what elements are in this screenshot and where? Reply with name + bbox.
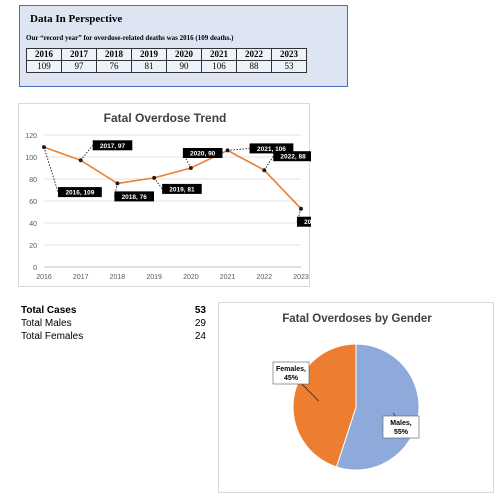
data-in-perspective-panel: Data In Perspective Our “record year” fo… [19,5,348,87]
table-cell: 97 [61,60,97,73]
label-leader [43,146,59,193]
label-leader [153,177,163,190]
y-tick-label: 40 [29,221,37,228]
gender-pie-svg: Fatal Overdoses by Gender Males, 55% Female… [272,313,432,471]
trend-chart-svg: Fatal Overdose Trend 0 20 40 60 80 100 120 2016 2… [25,111,311,281]
total-value: 53 [194,305,206,316]
table-cell: 109 [26,60,62,73]
data-label-box [272,361,310,385]
totals-list: Total Cases 53 Total Males 29 Total Females 2… [21,304,206,343]
x-tick-label: 2019 [146,274,162,281]
total-label: Total Females [21,331,84,342]
table-header-cell: 2017 [61,48,97,61]
data-label: 2016, 109 [65,190,94,197]
label-leader [227,148,250,151]
data-label: 2019, 81 [169,186,195,193]
total-value: 29 [194,318,206,329]
table-header-cell: 2019 [131,48,167,61]
data-label: 2023, 53 [304,219,311,226]
data-label-box [92,140,133,151]
perspective-title: Data In Perspective [30,13,123,25]
y-tick-label: 120 [25,133,37,140]
data-label-box [162,183,202,194]
y-tick-label: 100 [25,155,37,162]
fatal-overdoses-by-gender-chart: Fatal Overdoses by Gender Males, 55% Female… [218,302,494,493]
x-tick-label: 2016 [36,274,52,281]
y-tick-label: 80 [29,177,37,184]
table-header-cell: 2018 [96,48,132,61]
total-row: Total Females 24 [21,330,206,343]
data-label-box [273,151,311,162]
data-label-box [249,143,294,154]
x-tick-label: 2022 [256,274,272,281]
data-label: 2022, 88 [280,154,306,161]
label-leader [80,145,94,161]
table-row: 109 97 76 81 90 106 88 53 [26,60,307,73]
table-cell: 53 [271,60,307,73]
data-label-box [58,187,102,198]
table-header-cell: 2022 [236,48,272,61]
data-label: Males, 55% [390,420,411,436]
x-tick-label: 2018 [110,274,126,281]
fatal-overdose-trend-chart: Fatal Overdose Trend 0 20 40 60 80 100 120 2016 2… [18,103,311,287]
x-tick-label: 2021 [220,274,236,281]
data-label-box [297,216,311,227]
table-cell: 81 [131,60,167,73]
series-line [43,146,302,210]
table-header-row: 2016 2017 2018 2019 2020 2021 2022 2023 [26,48,307,61]
data-label: Females, 45% [276,366,306,382]
y-tick-label: 20 [29,243,37,250]
y-tick-label: 60 [29,199,37,206]
chart-title: Fatal Overdose Trend [104,111,227,125]
data-label-box [114,191,155,202]
total-label: Total Cases [21,305,77,316]
chart-title: Fatal Overdoses by Gender [282,313,432,325]
table-cell: 90 [166,60,202,73]
data-label: 2018, 76 [122,194,148,201]
y-tick-label: 0 [33,265,37,272]
label-leader [296,208,302,222]
x-tick-label: 2020 [183,274,199,281]
deaths-by-year-table: 2016 2017 2018 2019 2020 2021 2022 2023 109 97 76… [26,48,307,73]
perspective-note: Our “record year” for overdose-related d… [26,34,234,42]
total-row: Total Cases 53 [21,304,206,317]
data-label: 2021, 106 [257,146,286,153]
data-label: 2020, 90 [190,151,216,158]
data-point [115,181,120,186]
total-row: Total Males 29 [21,317,206,330]
total-label: Total Males [21,318,72,329]
x-tick-label: 2023 [293,274,309,281]
data-label-box [182,148,223,158]
label-leader [114,183,118,197]
table-cell: 76 [96,60,132,73]
table-header-cell: 2023 [271,48,307,61]
data-point [78,158,83,163]
table-header-cell: 2020 [166,48,202,61]
table-header-cell: 2021 [201,48,237,61]
data-point [188,166,193,170]
table-cell: 88 [236,60,272,73]
data-label-box [382,415,420,439]
x-tick-label: 2017 [73,274,89,281]
data-point [152,175,157,180]
data-point [262,168,267,173]
total-value: 24 [194,331,206,342]
label-leader [263,155,274,171]
table-header-cell: 2016 [26,48,62,61]
data-label: 2017, 97 [100,143,126,150]
table-cell: 106 [201,60,237,73]
